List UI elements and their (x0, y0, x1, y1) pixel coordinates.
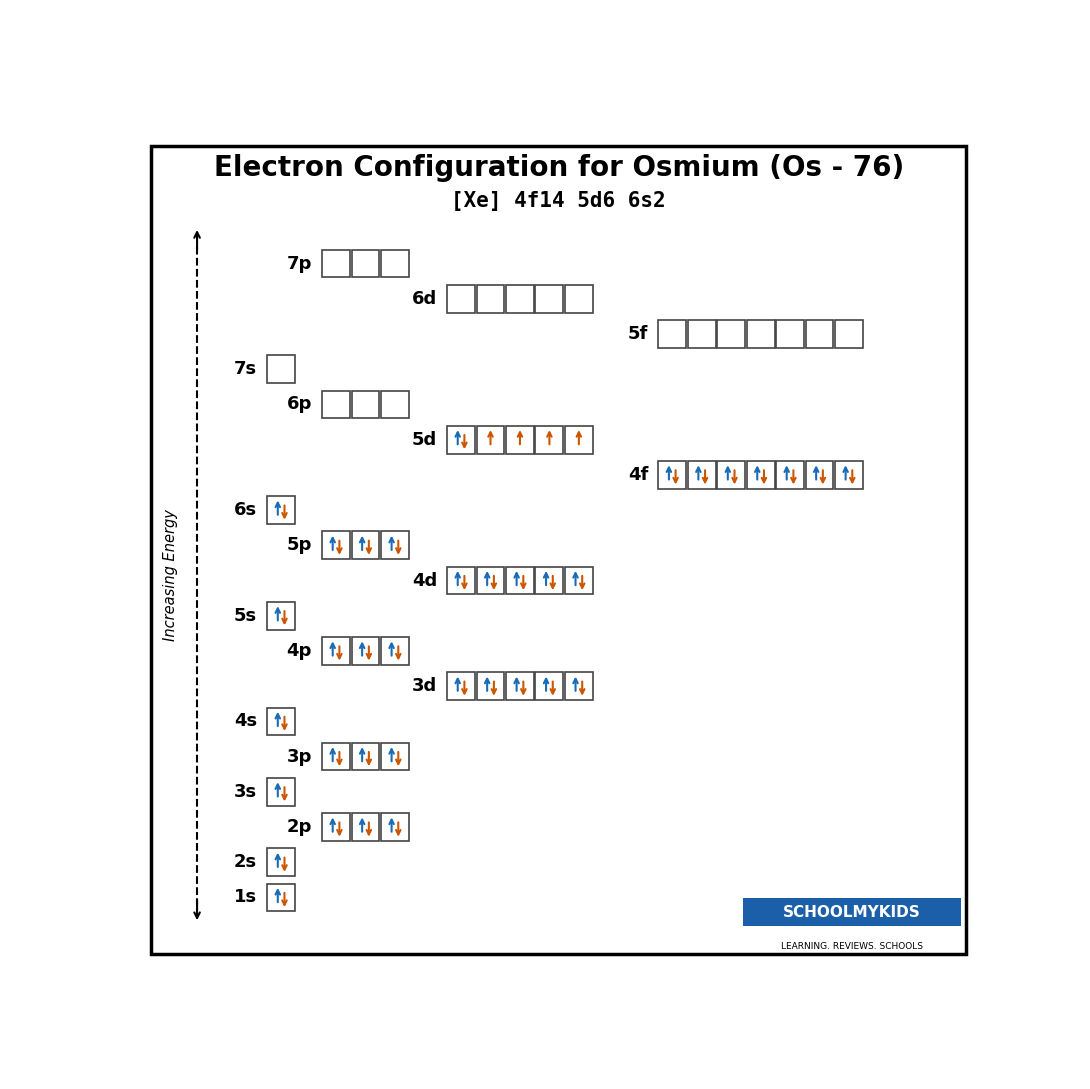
Text: 4p: 4p (287, 641, 312, 660)
Text: Increasing Energy: Increasing Energy (162, 510, 178, 641)
Bar (688, 461, 716, 489)
Text: 7p: 7p (287, 255, 312, 272)
Text: 7s: 7s (234, 360, 257, 378)
Bar (352, 743, 379, 771)
Bar (742, 898, 960, 926)
Bar (267, 497, 295, 524)
Bar (806, 320, 834, 347)
Text: LEARNING. REVIEWS. SCHOOLS: LEARNING. REVIEWS. SCHOOLS (780, 942, 923, 951)
Text: 5d: 5d (412, 430, 437, 449)
Bar (835, 461, 863, 489)
Bar (352, 391, 379, 418)
Bar (447, 426, 475, 453)
Bar (323, 743, 350, 771)
Text: 3d: 3d (412, 677, 437, 695)
Bar (747, 461, 775, 489)
Text: 6s: 6s (234, 501, 257, 519)
Bar (382, 391, 409, 418)
Bar (447, 672, 475, 700)
Text: Electron Configuration for Osmium (Os - 76): Electron Configuration for Osmium (Os - … (214, 155, 904, 183)
Bar (506, 672, 534, 700)
Bar (352, 531, 379, 559)
Bar (323, 637, 350, 664)
Bar (835, 320, 863, 347)
Bar (658, 320, 687, 347)
Text: 2s: 2s (234, 854, 257, 871)
Text: SCHOOLMYKIDS: SCHOOLMYKIDS (783, 905, 921, 920)
Bar (658, 461, 687, 489)
Bar (506, 285, 534, 313)
Text: 6p: 6p (287, 395, 312, 414)
Bar (382, 813, 409, 841)
Bar (267, 778, 295, 806)
Bar (776, 320, 804, 347)
Bar (717, 461, 746, 489)
Bar (447, 566, 475, 595)
Bar (688, 320, 716, 347)
Bar (323, 813, 350, 841)
Bar (323, 249, 350, 278)
Bar (535, 426, 564, 453)
Bar (323, 531, 350, 559)
Bar (352, 813, 379, 841)
Bar (382, 531, 409, 559)
Text: [Xe] 4f14 5d6 6s2: [Xe] 4f14 5d6 6s2 (451, 191, 666, 211)
Bar (476, 672, 505, 700)
Bar (717, 320, 746, 347)
Bar (565, 566, 593, 595)
Bar (267, 708, 295, 735)
Bar (535, 672, 564, 700)
Text: 5p: 5p (287, 536, 312, 554)
Bar (565, 672, 593, 700)
Bar (267, 883, 295, 911)
Text: 5s: 5s (234, 607, 257, 625)
Text: 4d: 4d (412, 572, 437, 589)
Bar (506, 426, 534, 453)
Bar (535, 566, 564, 595)
Text: 3s: 3s (234, 783, 257, 800)
Bar (747, 320, 775, 347)
Bar (806, 461, 834, 489)
Bar (382, 637, 409, 664)
Text: 6d: 6d (412, 290, 437, 308)
Text: 4f: 4f (628, 466, 649, 484)
Bar (352, 637, 379, 664)
Bar (506, 566, 534, 595)
Text: 5f: 5f (628, 325, 649, 343)
Text: 3p: 3p (287, 748, 312, 766)
Bar (352, 249, 379, 278)
Bar (535, 285, 564, 313)
Text: 1s: 1s (234, 889, 257, 906)
Bar (382, 743, 409, 771)
Bar (776, 461, 804, 489)
Bar (565, 426, 593, 453)
Text: 4s: 4s (234, 712, 257, 731)
Bar (323, 391, 350, 418)
Bar (476, 285, 505, 313)
Bar (382, 249, 409, 278)
Bar (565, 285, 593, 313)
Bar (447, 285, 475, 313)
Bar (267, 848, 295, 877)
Bar (267, 602, 295, 629)
Bar (476, 566, 505, 595)
Bar (476, 426, 505, 453)
Bar (267, 355, 295, 383)
Text: 2p: 2p (287, 818, 312, 836)
